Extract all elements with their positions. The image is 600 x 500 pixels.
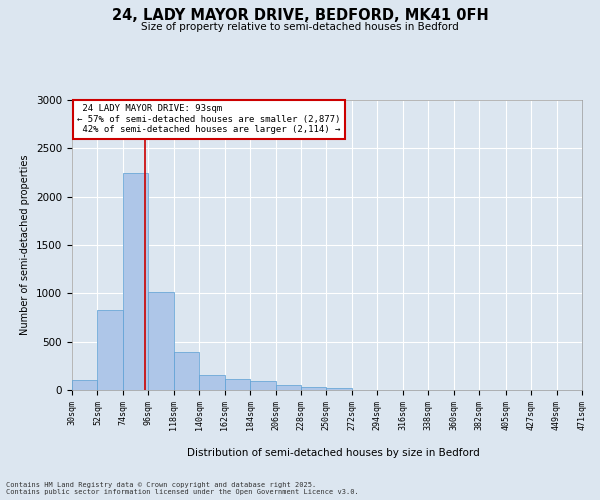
Text: Contains HM Land Registry data © Crown copyright and database right 2025.
Contai: Contains HM Land Registry data © Crown c… bbox=[6, 482, 359, 495]
Text: Distribution of semi-detached houses by size in Bedford: Distribution of semi-detached houses by … bbox=[187, 448, 479, 458]
Text: 24 LADY MAYOR DRIVE: 93sqm
← 57% of semi-detached houses are smaller (2,877)
 42: 24 LADY MAYOR DRIVE: 93sqm ← 57% of semi… bbox=[77, 104, 340, 134]
Bar bbox=[301, 387, 326, 390]
Text: 24, LADY MAYOR DRIVE, BEDFORD, MK41 0FH: 24, LADY MAYOR DRIVE, BEDFORD, MK41 0FH bbox=[112, 8, 488, 22]
Y-axis label: Number of semi-detached properties: Number of semi-detached properties bbox=[20, 155, 31, 336]
Bar bbox=[275, 384, 301, 390]
Bar bbox=[174, 352, 199, 390]
Bar bbox=[72, 380, 97, 390]
Bar bbox=[123, 172, 148, 390]
Bar bbox=[199, 375, 224, 390]
Bar bbox=[224, 379, 250, 390]
Bar bbox=[250, 382, 275, 390]
Bar bbox=[148, 292, 174, 390]
Bar bbox=[97, 310, 123, 390]
Text: Size of property relative to semi-detached houses in Bedford: Size of property relative to semi-detach… bbox=[141, 22, 459, 32]
Bar bbox=[326, 388, 352, 390]
